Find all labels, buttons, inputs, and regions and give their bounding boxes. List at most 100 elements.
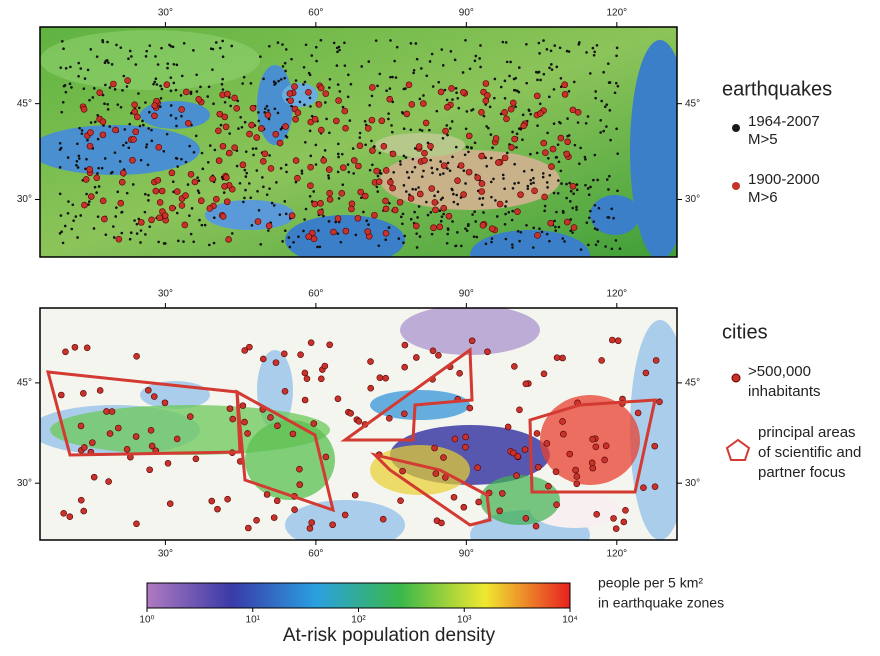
quake-dot — [594, 96, 597, 100]
quake-dot — [212, 216, 216, 220]
quake-dot — [174, 88, 178, 92]
city-dot — [413, 354, 420, 361]
quake-dot — [442, 172, 445, 175]
quake-dot — [327, 220, 331, 223]
quake-dot — [285, 170, 288, 174]
city-dot — [545, 482, 552, 490]
quake-dot — [338, 90, 342, 93]
quake-dot — [154, 176, 162, 184]
quake-dot — [348, 205, 355, 213]
quake-dot — [178, 106, 185, 113]
quake-dot — [440, 48, 444, 51]
quake-dot — [548, 66, 551, 70]
quake-dot — [451, 220, 454, 223]
quake-dot — [511, 135, 518, 143]
quake-dot — [422, 169, 425, 173]
quake-dot — [558, 46, 562, 50]
quake-dot — [314, 143, 318, 147]
quake-dot — [452, 200, 456, 204]
quake-dot — [577, 43, 581, 46]
city-dot — [560, 430, 567, 438]
quake-dot — [175, 124, 178, 128]
quake-dot — [174, 117, 178, 120]
quake-dot — [141, 119, 144, 123]
quake-dot — [481, 197, 485, 200]
quake-dot — [478, 180, 486, 187]
quake-dot — [571, 231, 574, 234]
quake-dot — [257, 119, 261, 123]
x-tick-label: 120° — [606, 549, 627, 560]
quake-dot — [446, 133, 449, 137]
quake-dot — [59, 214, 63, 217]
quake-dot — [282, 123, 289, 130]
quake-dot — [119, 105, 123, 109]
quake-dot — [488, 225, 496, 232]
quake-dot — [456, 96, 460, 100]
quake-dot — [197, 197, 205, 205]
quake-dot — [253, 134, 261, 141]
quake-dot — [85, 192, 88, 196]
quake-dot — [341, 107, 349, 115]
quake-dot — [240, 125, 244, 129]
city-dot — [83, 344, 91, 352]
quake-dot — [150, 128, 153, 132]
quake-dot — [327, 174, 330, 177]
quake-dot — [373, 145, 376, 148]
quake-dot — [586, 187, 590, 190]
quake-dot — [86, 166, 94, 173]
quake-dot — [431, 171, 434, 175]
quake-dot — [254, 147, 258, 150]
quake-dot — [276, 111, 280, 115]
quake-dot — [71, 203, 75, 207]
quake-dot — [388, 87, 392, 90]
quake-dot — [192, 49, 195, 52]
quake-dot — [223, 198, 231, 206]
city-dot — [245, 524, 252, 532]
quake-dot — [129, 156, 136, 164]
quake-dot — [328, 131, 331, 135]
quake-dot — [182, 240, 185, 243]
quake-dot — [139, 158, 143, 162]
quake-dot — [101, 40, 105, 44]
quake-dot — [471, 108, 475, 111]
quake-dot — [490, 240, 493, 244]
quake-dot — [505, 200, 508, 203]
quake-dot — [92, 87, 96, 90]
quake-dot — [371, 163, 374, 167]
quake-dot — [64, 90, 68, 94]
city-dot — [341, 511, 349, 519]
quake-dot — [144, 101, 147, 104]
quake-dot — [575, 205, 578, 209]
quake-dot — [317, 208, 324, 216]
city-dot — [226, 405, 234, 412]
quake-dot — [402, 127, 406, 130]
city-dot — [289, 430, 297, 438]
city-dot — [147, 427, 155, 434]
quake-dot — [541, 193, 548, 201]
quake-dot — [133, 113, 141, 121]
quake-dot — [203, 223, 207, 227]
quake-dot — [455, 193, 458, 197]
quake-dot — [563, 150, 571, 158]
quake-dot — [428, 185, 436, 192]
legend-label: of scientific and — [758, 444, 861, 461]
quake-dot — [343, 41, 346, 45]
city-dot — [601, 456, 608, 464]
city-dot — [466, 404, 474, 412]
city-dot — [229, 415, 237, 423]
quake-dot — [340, 164, 347, 171]
quake-dot — [599, 131, 602, 134]
quake-dot — [139, 229, 143, 232]
quake-dot — [426, 213, 430, 217]
quake-dot — [63, 84, 67, 87]
quake-dot — [108, 86, 112, 89]
x-tick-label: 60° — [308, 8, 323, 19]
colorbar-title: At-risk population density — [283, 625, 496, 646]
quake-dot — [604, 245, 607, 248]
quake-dot — [326, 189, 333, 197]
quake-dot — [356, 142, 364, 150]
quake-dot — [416, 190, 424, 198]
quake-dot — [536, 124, 539, 127]
quake-dot — [80, 132, 84, 135]
quake-dot — [333, 117, 340, 125]
